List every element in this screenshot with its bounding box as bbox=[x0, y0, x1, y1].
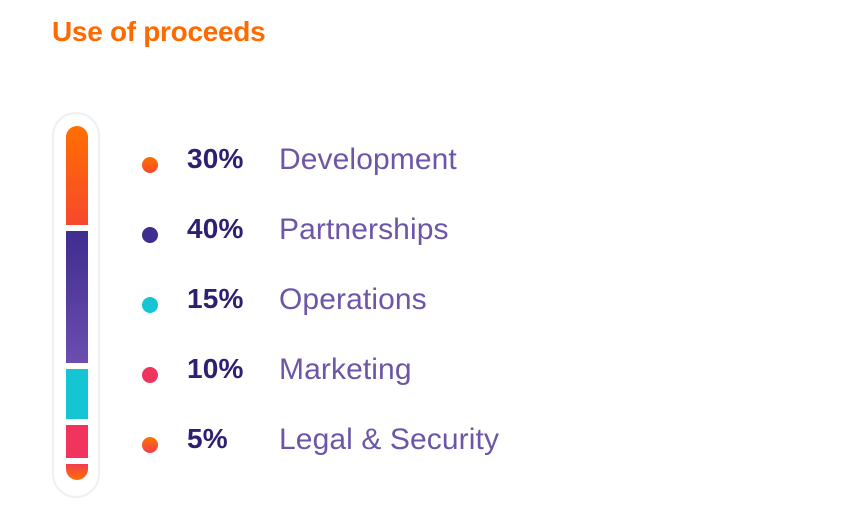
legend-dot-icon bbox=[142, 297, 158, 313]
legend-percentage: 10% bbox=[187, 353, 244, 384]
legend-dot-icon bbox=[142, 437, 158, 453]
legend-label: Partnerships bbox=[279, 213, 449, 246]
legend-item: 30% Development bbox=[140, 126, 660, 196]
legend-label: Legal & Security bbox=[279, 423, 500, 456]
legend-item: 40% Partnerships bbox=[140, 196, 660, 266]
legend-item: 5% Legal & Security bbox=[140, 406, 660, 476]
legend-dot-icon bbox=[142, 157, 158, 173]
stacked-bar bbox=[66, 126, 88, 480]
legend-item: 15% Operations bbox=[140, 266, 660, 336]
legend-percentage: 30% bbox=[187, 143, 244, 174]
legend-label: Development bbox=[279, 143, 457, 176]
bar-segment-marketing bbox=[66, 425, 88, 458]
legend-dot-icon bbox=[142, 367, 158, 383]
bar-segment-partnerships bbox=[66, 231, 88, 363]
legend-percentage: 40% bbox=[187, 213, 244, 244]
legend-label: Marketing bbox=[279, 353, 412, 386]
bar-segment-operations bbox=[66, 369, 88, 419]
legend-percentage: 5% bbox=[187, 423, 228, 454]
bar-segment-development bbox=[66, 126, 88, 225]
legend-item: 10% Marketing bbox=[140, 336, 660, 406]
bar-segment-legal-security bbox=[66, 464, 88, 480]
legend-percentage: 15% bbox=[187, 283, 244, 314]
legend-label: Operations bbox=[279, 283, 427, 316]
page-title: Use of proceeds bbox=[52, 16, 266, 47]
legend-dot-icon bbox=[142, 227, 158, 243]
